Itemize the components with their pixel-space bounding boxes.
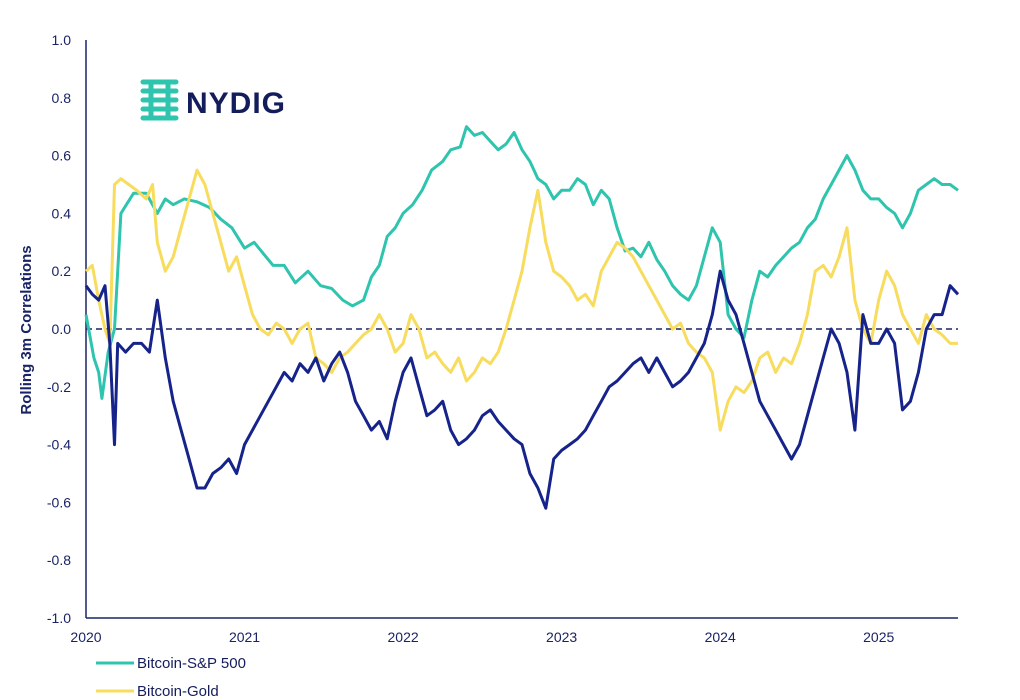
series-line-btc xyxy=(84,269,960,510)
x-tick-label: 2021 xyxy=(229,629,260,645)
y-tick-label: 1.0 xyxy=(52,32,72,48)
y-tick-label: -1.0 xyxy=(47,610,71,626)
y-tick-label: 0.0 xyxy=(52,321,72,337)
y-tick-label: 0.8 xyxy=(52,90,72,106)
y-tick-label: -0.2 xyxy=(47,379,71,395)
legend-label-sp500: Bitcoin-S&P 500 xyxy=(137,655,246,672)
x-axis-ticks: 2020 2021 2022 2023 2024 2025 xyxy=(70,629,894,645)
y-tick-label: -0.4 xyxy=(47,437,71,453)
y-tick-label: -0.6 xyxy=(47,494,71,510)
y-axis-ticks: 1.0 0.8 0.6 0.4 0.2 0.0 -0.2 -0.4 -0.6 -0.8 -1.0 xyxy=(47,32,71,626)
series-line-sp500 xyxy=(84,125,959,400)
y-tick-label: -0.8 xyxy=(47,552,71,568)
y-tick-label: 0.2 xyxy=(52,263,72,279)
y-tick-label: 0.4 xyxy=(52,205,72,221)
x-tick-label: 2023 xyxy=(546,629,577,645)
x-tick-label: 2022 xyxy=(388,629,419,645)
series-lines xyxy=(84,125,960,510)
series-line-gold xyxy=(84,168,958,432)
legend: Bitcoin-S&P 500 Bitcoin-Gold xyxy=(96,655,246,700)
x-tick-label: 2025 xyxy=(863,629,894,645)
nydig-logo-icon xyxy=(140,79,179,121)
x-tick-label: 2020 xyxy=(70,629,101,645)
y-axis-label: Rolling 3m Correlations xyxy=(18,245,35,414)
x-tick-label: 2024 xyxy=(705,629,736,645)
legend-label-gold: Bitcoin-Gold xyxy=(137,683,219,700)
brand-logo: NYDIG xyxy=(140,79,286,121)
y-tick-label: 0.6 xyxy=(52,148,72,164)
brand-name: NYDIG xyxy=(186,87,286,120)
